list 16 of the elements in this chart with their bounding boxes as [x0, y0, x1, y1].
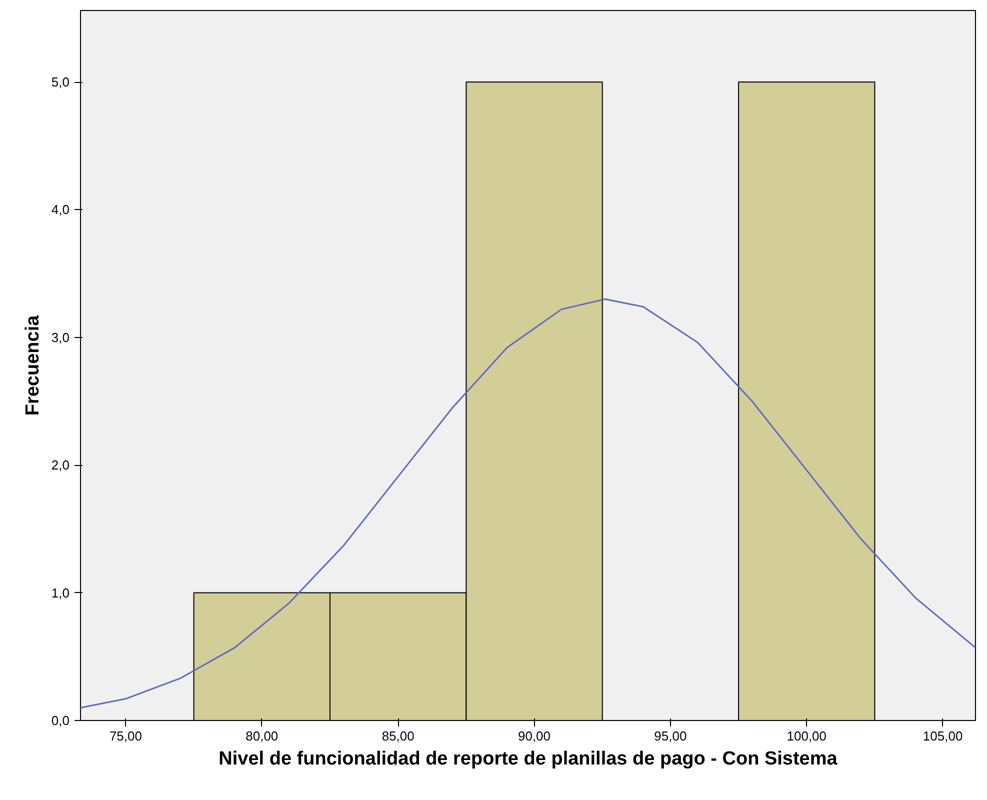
y-tick-label: 0,0 [51, 713, 70, 728]
y-tick-label: 5,0 [51, 74, 70, 90]
x-tick-label: 75,00 [109, 728, 142, 744]
x-tick-label: 80,00 [246, 728, 278, 744]
x-axis-title: Nivel de funcionalidad de reporte de planillas de pago - Con Sistema [218, 748, 838, 770]
y-tick-label: 2,0 [51, 458, 70, 473]
y-tick-label: 3,0 [51, 330, 70, 345]
y-tick-label: 4,0 [51, 202, 70, 218]
y-axis-title: Frecuencia [22, 314, 44, 416]
x-tick-label: 105,00 [922, 728, 963, 744]
x-tick-label: 85,00 [382, 728, 414, 744]
line-series [80, 298, 976, 708]
x-tick-label: 95,00 [654, 728, 687, 744]
x-tick-label: 100,00 [786, 728, 827, 744]
y-tick-label: 1,0 [51, 585, 70, 600]
x-tick-label: 90,00 [518, 728, 551, 744]
